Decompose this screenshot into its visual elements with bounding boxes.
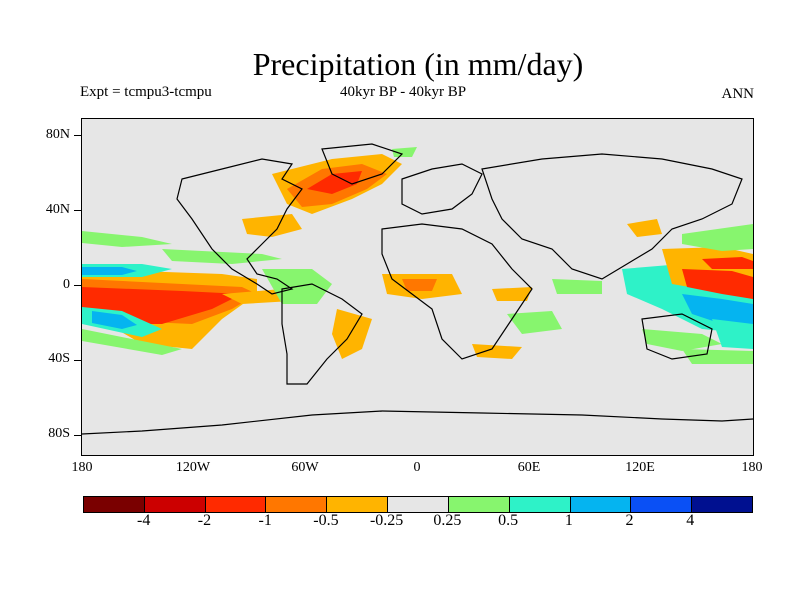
colorbar-label: -2 <box>197 512 212 529</box>
chart-title: Precipitation (in mm/day) <box>252 46 584 82</box>
colorbar <box>83 496 753 513</box>
field-tasman-teal <box>712 319 753 349</box>
xtick-0: 0 <box>413 460 421 475</box>
ytick-mark <box>74 210 81 211</box>
season-label: ANN <box>721 86 755 102</box>
ytick-80n: 80N <box>45 127 70 142</box>
field-gulf-guinea-red <box>402 279 437 291</box>
coast-north-america <box>176 158 303 295</box>
ytick-mark <box>74 360 81 361</box>
colorbar-label: 1 <box>564 512 573 529</box>
colorbar-box <box>205 497 267 512</box>
coast-africa <box>381 223 533 360</box>
xtick-120w: 120W <box>175 460 211 475</box>
field-southern-ocean-green <box>682 349 753 364</box>
field-equatorial-blue2 <box>82 267 137 275</box>
xtick-180w: 180 <box>71 460 93 475</box>
precip-fields <box>82 147 753 364</box>
ytick-80s: 80S <box>48 426 70 441</box>
colorbar-box <box>327 497 389 512</box>
field-labrador-green <box>392 147 417 157</box>
colorbar-label: 0.5 <box>498 512 519 529</box>
colorbar-box <box>84 497 145 512</box>
experiment-label: Expt = tcmpu3-tcmpu <box>80 84 212 100</box>
colorbar-box <box>509 497 571 512</box>
colorbar-box <box>570 497 632 512</box>
coast-europe <box>401 163 483 215</box>
ytick-mark <box>74 435 81 436</box>
field-wp-blue <box>682 294 753 329</box>
xtick-60e: 60E <box>517 460 541 475</box>
field-south-pacific-blue <box>92 311 137 329</box>
colorbar-label: -0.5 <box>313 512 339 529</box>
map-svg <box>82 143 753 435</box>
colorbar-box <box>266 497 328 512</box>
coast-greenland <box>321 143 404 185</box>
field-tropical-pacific-green <box>82 231 172 247</box>
field-east-africa-orange <box>492 287 532 301</box>
coastlines <box>82 143 753 435</box>
coast-asia <box>481 153 743 280</box>
colorbar-label: 0.25 <box>433 512 462 529</box>
field-gulfstream-orange <box>242 214 302 237</box>
colorbar-label: -0.25 <box>369 512 404 529</box>
colorbar-box <box>631 497 693 512</box>
xtick-180e: 180 <box>741 460 763 475</box>
colorbar-box <box>144 497 206 512</box>
field-indian-orange <box>472 344 522 359</box>
field-wp-red <box>682 269 753 299</box>
ytick-mark <box>74 285 81 286</box>
ytick-0: 0 <box>63 277 70 292</box>
map-plot-area <box>81 118 754 456</box>
colorbar-box <box>448 497 510 512</box>
colorbar-box <box>388 497 449 512</box>
ytick-40n: 40N <box>45 202 70 217</box>
field-south-pacific-green <box>82 329 182 355</box>
colorbar-label: 2 <box>625 512 634 529</box>
coast-antarctica <box>82 410 753 435</box>
field-nw-pacific-green <box>682 224 753 251</box>
xtick-60w: 60W <box>291 460 319 475</box>
period-label: 40kyr BP - 40kyr BP <box>340 84 467 100</box>
ytick-mark <box>74 135 81 136</box>
coast-south-america <box>281 283 363 385</box>
field-north-atlantic-red <box>307 171 362 194</box>
coast-australia <box>641 313 713 360</box>
field-east-pacific-green <box>162 249 282 264</box>
field-south-atlantic-orange <box>332 309 372 359</box>
colorbar-label: -4 <box>137 512 151 529</box>
field-indian-green <box>507 311 562 334</box>
colorbar-label: 4 <box>686 512 695 529</box>
field-japan-orange <box>627 219 662 237</box>
colorbar-label: -1 <box>258 512 272 529</box>
field-wp-red2 <box>702 257 753 269</box>
xtick-120e: 120E <box>625 460 655 475</box>
ytick-40s: 40S <box>48 351 70 366</box>
field-australia-green <box>642 329 722 351</box>
field-indian-green2 <box>552 279 602 294</box>
colorbar-box <box>692 497 752 512</box>
